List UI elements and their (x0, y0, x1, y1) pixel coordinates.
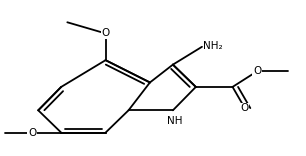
Text: O: O (253, 66, 261, 76)
Text: NH₂: NH₂ (203, 41, 223, 51)
Text: NH: NH (167, 116, 182, 126)
Text: O: O (28, 128, 36, 138)
Text: O: O (102, 28, 110, 38)
Text: O: O (241, 103, 249, 113)
